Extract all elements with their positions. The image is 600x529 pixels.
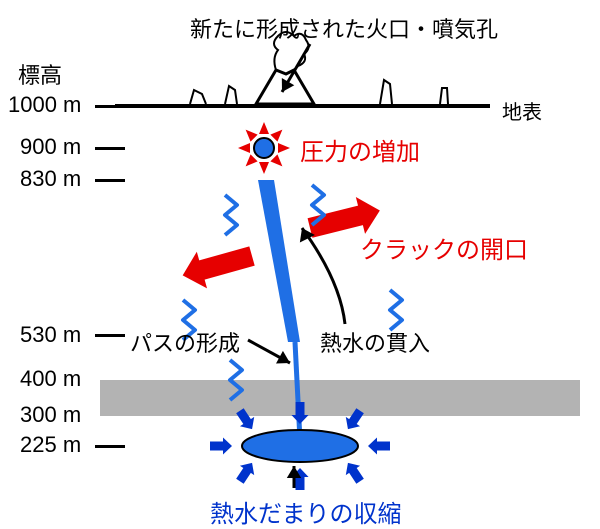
tick-mark: [95, 179, 125, 182]
pressure-label: 圧力の増加: [300, 132, 420, 167]
crack-body: [258, 180, 300, 342]
tick-mark: [95, 334, 125, 337]
seismic-zigzag-icon: [230, 360, 242, 400]
tick-mark: [95, 445, 125, 448]
seismic-zigzag-icon: [312, 185, 324, 225]
elevation-tick-5: 300 m: [20, 402, 81, 428]
intrusion-label: 熱水の貫入: [320, 326, 430, 358]
elevation-tick-3: 530 m: [20, 322, 81, 348]
tick-mark: [95, 105, 125, 108]
elevation-tick-4: 400 m: [20, 366, 81, 392]
elevation-tick-0: 1000 m: [8, 92, 81, 118]
tick-mark: [95, 147, 125, 150]
crack-opening-label: クラックの開口: [360, 230, 528, 265]
seismic-zigzag-icon: [390, 290, 402, 330]
elevation-tick-6: 225 m: [20, 432, 81, 458]
reservoir-ellipse: [242, 430, 358, 462]
path-formation-label: パスの形成: [130, 326, 240, 358]
elevation-tick-2: 830 m: [20, 166, 81, 192]
impermeable-layer: [100, 380, 580, 416]
axis-title: 標高: [18, 58, 62, 90]
crater-label: 新たに形成された火口・噴気孔: [190, 12, 498, 44]
elevation-tick-1: 900 m: [20, 134, 81, 160]
seismic-zigzag-icon: [225, 195, 237, 235]
pressure-source-icon: [254, 138, 274, 158]
ground-surface-label: 地表: [502, 96, 542, 125]
